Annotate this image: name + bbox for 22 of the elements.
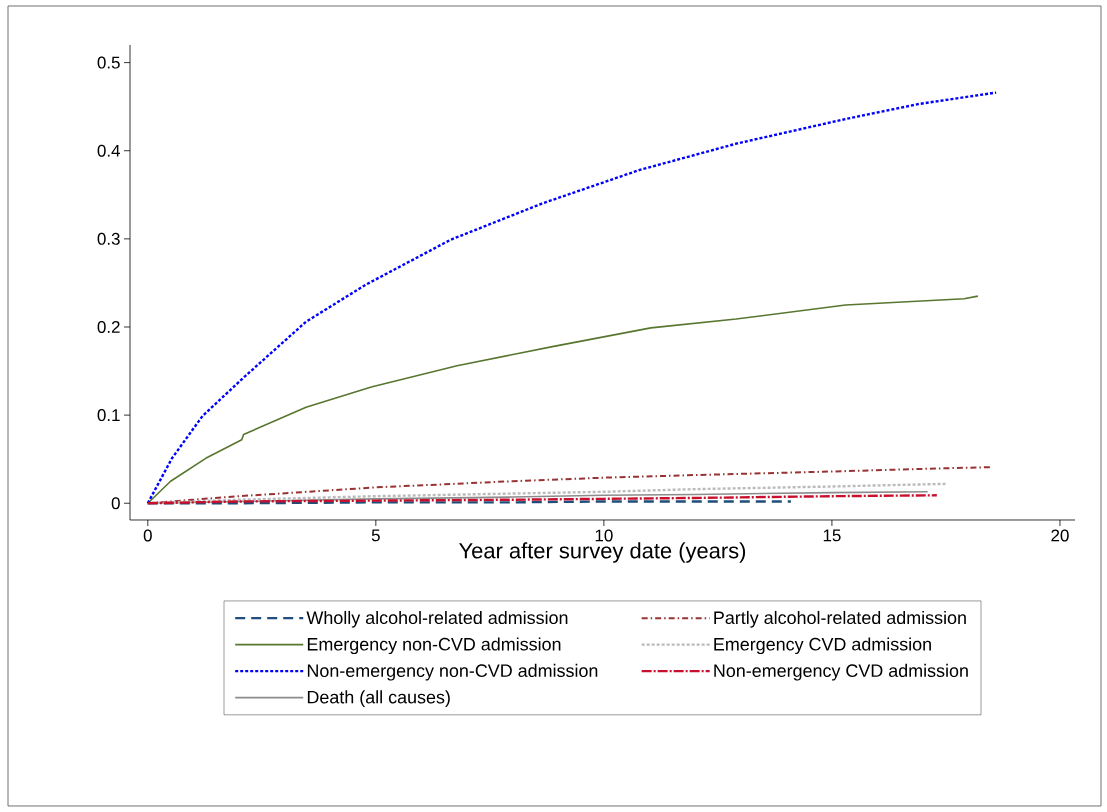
legend-label: Non-emergency non-CVD admission bbox=[307, 663, 598, 681]
legend-label: Non-emergency CVD admission bbox=[714, 663, 968, 681]
x-tick-label: 5 bbox=[371, 529, 380, 542]
y-tick-label: 0.2 bbox=[97, 320, 120, 333]
y-tick-label: 0.3 bbox=[97, 232, 120, 245]
legend-label: Emergency CVD admission bbox=[714, 637, 931, 655]
legend-label: Wholly alcohol-related admission bbox=[306, 610, 568, 628]
line-series bbox=[146, 494, 939, 505]
y-tick-label: 0.1 bbox=[97, 409, 120, 422]
x-tick-label: 15 bbox=[823, 529, 841, 542]
x-tick-label: 0 bbox=[143, 529, 152, 542]
legend-label: Emergency non-CVD admission bbox=[307, 637, 561, 655]
x-tick-label: 20 bbox=[1051, 529, 1069, 542]
line-series bbox=[146, 91, 998, 505]
x-tick-label: 10 bbox=[595, 529, 613, 542]
line-series bbox=[147, 295, 979, 505]
x-axis-title: Year after survey date (years) bbox=[459, 542, 746, 563]
legend-label: Death (all causes) bbox=[307, 690, 450, 708]
legend-label: Partly alcohol-related admission bbox=[714, 610, 966, 628]
y-tick-label: 0.4 bbox=[97, 144, 120, 157]
y-tick-label: 0 bbox=[111, 497, 120, 510]
y-tick-label: 0.5 bbox=[97, 56, 120, 69]
